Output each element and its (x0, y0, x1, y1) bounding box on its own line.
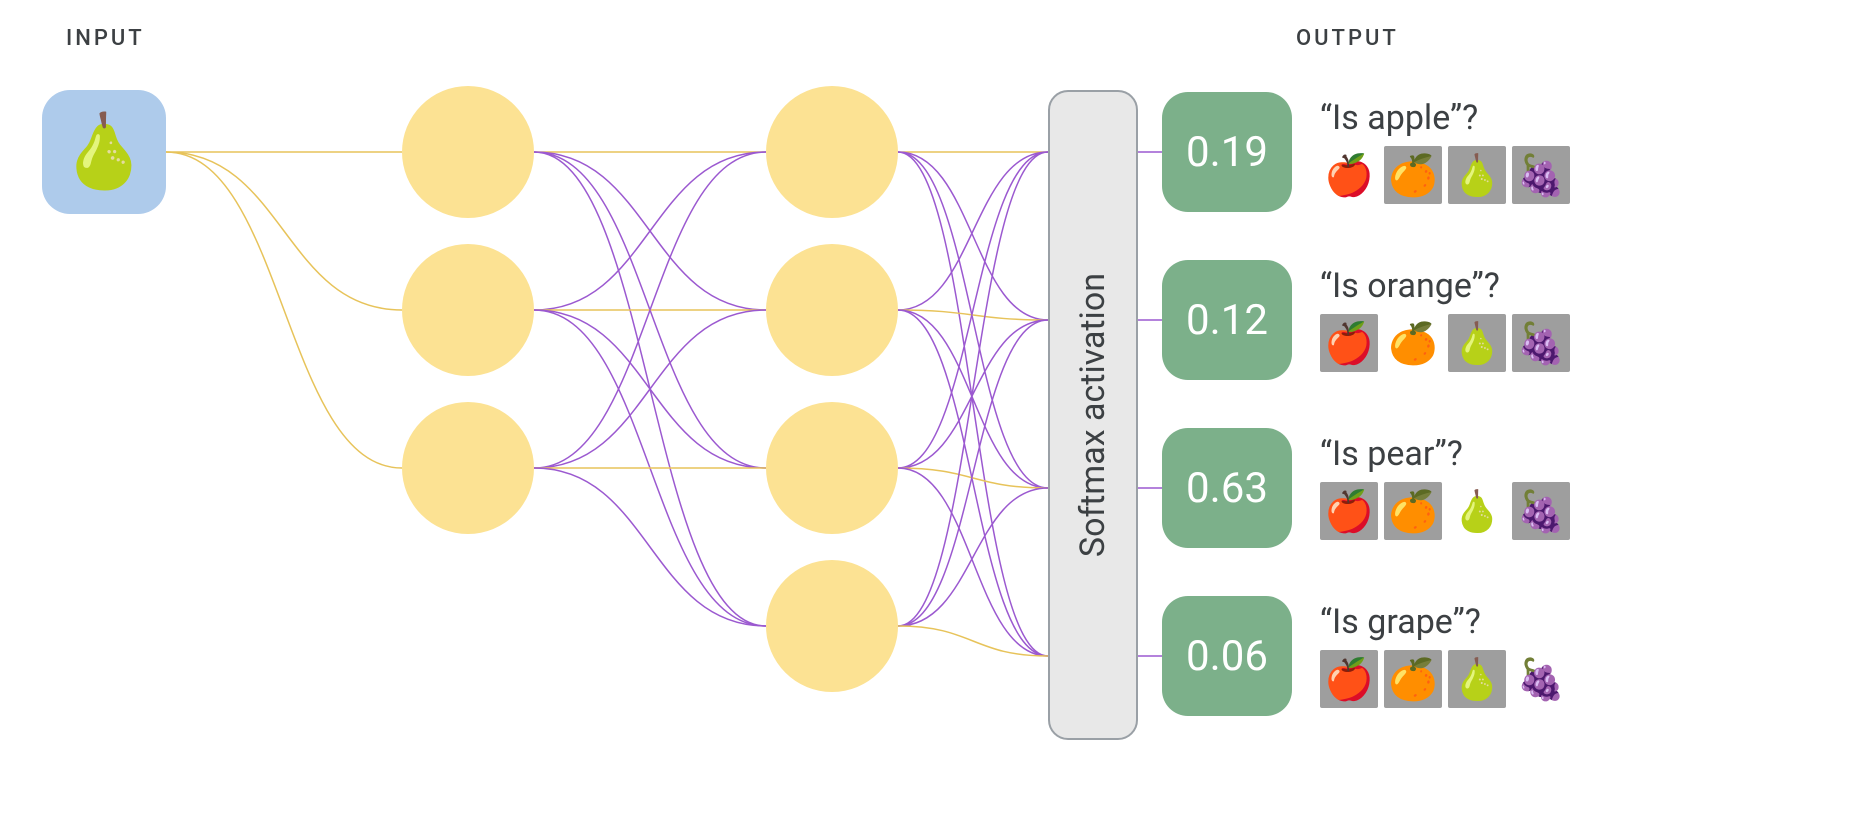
softmax-label: Softmax activation (1073, 273, 1113, 557)
hidden2-neuron-1 (766, 244, 898, 376)
fruit-cell: 🍇 (1512, 482, 1570, 540)
output-group-3: “Is grape”? 🍎🍊🍐🍇 (1320, 602, 1580, 708)
fruit-cell: 🍇 (1512, 146, 1570, 204)
fruit-cell: 🍎 (1320, 314, 1378, 372)
fruit-cell: 🍐 (1448, 650, 1506, 708)
fruit-cell: 🍊 (1384, 482, 1442, 540)
output-question-3: “Is grape”? (1320, 602, 1580, 642)
hidden1-neuron-0 (402, 86, 534, 218)
fruit-row-0: 🍎🍊🍐🍇 (1320, 146, 1580, 204)
output-value-2: 0.63 (1162, 428, 1292, 548)
fruit-cell: 🍎 (1320, 650, 1378, 708)
output-question-2: “Is pear”? (1320, 434, 1580, 474)
hidden1-neuron-2 (402, 402, 534, 534)
softmax-box: Softmax activation (1048, 90, 1138, 740)
fruit-cell: 🍇 (1512, 650, 1570, 708)
fruit-cell: 🍐 (1448, 482, 1506, 540)
fruit-row-2: 🍎🍊🍐🍇 (1320, 482, 1580, 540)
diagram-canvas: INPUT OUTPUT 🍐 Softmax activation 0.19 “I… (0, 0, 1850, 834)
output-label: OUTPUT (1296, 26, 1399, 51)
input-label: INPUT (66, 26, 145, 51)
pear-icon: 🍐 (59, 116, 149, 188)
fruit-cell: 🍊 (1384, 650, 1442, 708)
output-value-3: 0.06 (1162, 596, 1292, 716)
hidden2-neuron-0 (766, 86, 898, 218)
output-value-1: 0.12 (1162, 260, 1292, 380)
fruit-cell: 🍐 (1448, 314, 1506, 372)
fruit-cell: 🍊 (1384, 146, 1442, 204)
fruit-cell: 🍊 (1384, 314, 1442, 372)
fruit-cell: 🍐 (1448, 146, 1506, 204)
fruit-cell: 🍎 (1320, 482, 1378, 540)
hidden1-neuron-1 (402, 244, 534, 376)
output-group-2: “Is pear”? 🍎🍊🍐🍇 (1320, 434, 1580, 540)
fruit-row-1: 🍎🍊🍐🍇 (1320, 314, 1580, 372)
hidden2-neuron-3 (766, 560, 898, 692)
input-node: 🍐 (42, 90, 166, 214)
fruit-row-3: 🍎🍊🍐🍇 (1320, 650, 1580, 708)
output-question-1: “Is orange”? (1320, 266, 1580, 306)
fruit-cell: 🍎 (1320, 146, 1378, 204)
output-group-0: “Is apple”? 🍎🍊🍐🍇 (1320, 98, 1580, 204)
hidden2-neuron-2 (766, 402, 898, 534)
output-group-1: “Is orange”? 🍎🍊🍐🍇 (1320, 266, 1580, 372)
output-value-0: 0.19 (1162, 92, 1292, 212)
output-question-0: “Is apple”? (1320, 98, 1580, 138)
fruit-cell: 🍇 (1512, 314, 1570, 372)
